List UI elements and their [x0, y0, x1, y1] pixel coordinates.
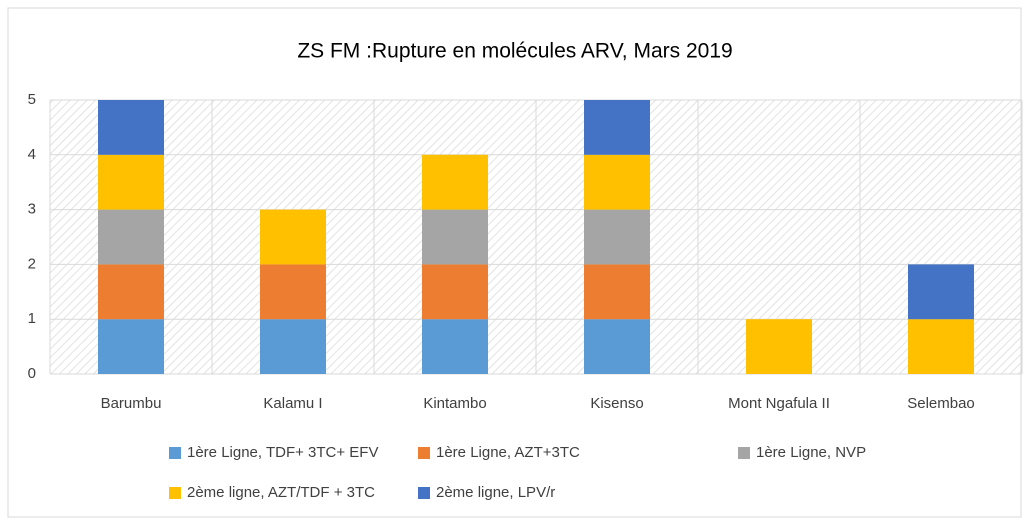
legend-swatch: [169, 447, 181, 459]
bar-segment: [260, 264, 326, 320]
bar-segment: [908, 319, 974, 374]
legend-swatch: [169, 487, 181, 499]
bar-segment: [584, 154, 650, 210]
bar-segment: [422, 319, 488, 374]
bar-segment: [584, 319, 650, 374]
bar-segment: [260, 319, 326, 374]
y-tick-label: 1: [28, 310, 36, 327]
legend-swatch: [738, 447, 750, 459]
y-tick-label: 5: [28, 91, 36, 108]
bar-segment: [584, 264, 650, 320]
y-tick-label: 3: [28, 201, 36, 218]
bar-segment: [584, 209, 650, 265]
legend-swatch: [418, 487, 430, 499]
legend-label: 1ère Ligne, AZT+3TC: [436, 444, 580, 461]
bar-segment: [584, 100, 650, 155]
legend-swatch: [418, 447, 430, 459]
legend-label: 2ème ligne, AZT/TDF + 3TC: [187, 484, 375, 501]
x-tick-label: Barumbu: [101, 395, 162, 412]
bar-segment: [98, 264, 164, 320]
y-tick-label: 0: [28, 365, 36, 382]
bar-segment: [908, 264, 974, 320]
x-tick-label: Selembao: [907, 395, 975, 412]
bar-segment: [746, 319, 812, 374]
bar-segment: [98, 209, 164, 265]
bar-segment: [98, 154, 164, 210]
x-tick-label: Mont Ngafula II: [728, 395, 830, 412]
bar-segment: [98, 100, 164, 155]
bar-segment: [422, 264, 488, 320]
legend-label: 1ère Ligne, TDF+ 3TC+ EFV: [187, 444, 378, 461]
legend-label: 2ème ligne, LPV/r: [436, 484, 555, 501]
bar-segment: [422, 209, 488, 265]
chart-title: ZS FM :Rupture en molécules ARV, Mars 20…: [297, 40, 732, 63]
legend-label: 1ère Ligne, NVP: [756, 444, 866, 461]
x-tick-label: Kisenso: [590, 395, 643, 412]
y-tick-label: 2: [28, 255, 36, 272]
y-tick-label: 4: [28, 146, 36, 163]
bar-segment: [422, 154, 488, 210]
x-tick-label: Kintambo: [423, 395, 486, 412]
bar-segment: [260, 209, 326, 265]
x-tick-label: Kalamu I: [263, 395, 322, 412]
bar-segment: [98, 319, 164, 374]
